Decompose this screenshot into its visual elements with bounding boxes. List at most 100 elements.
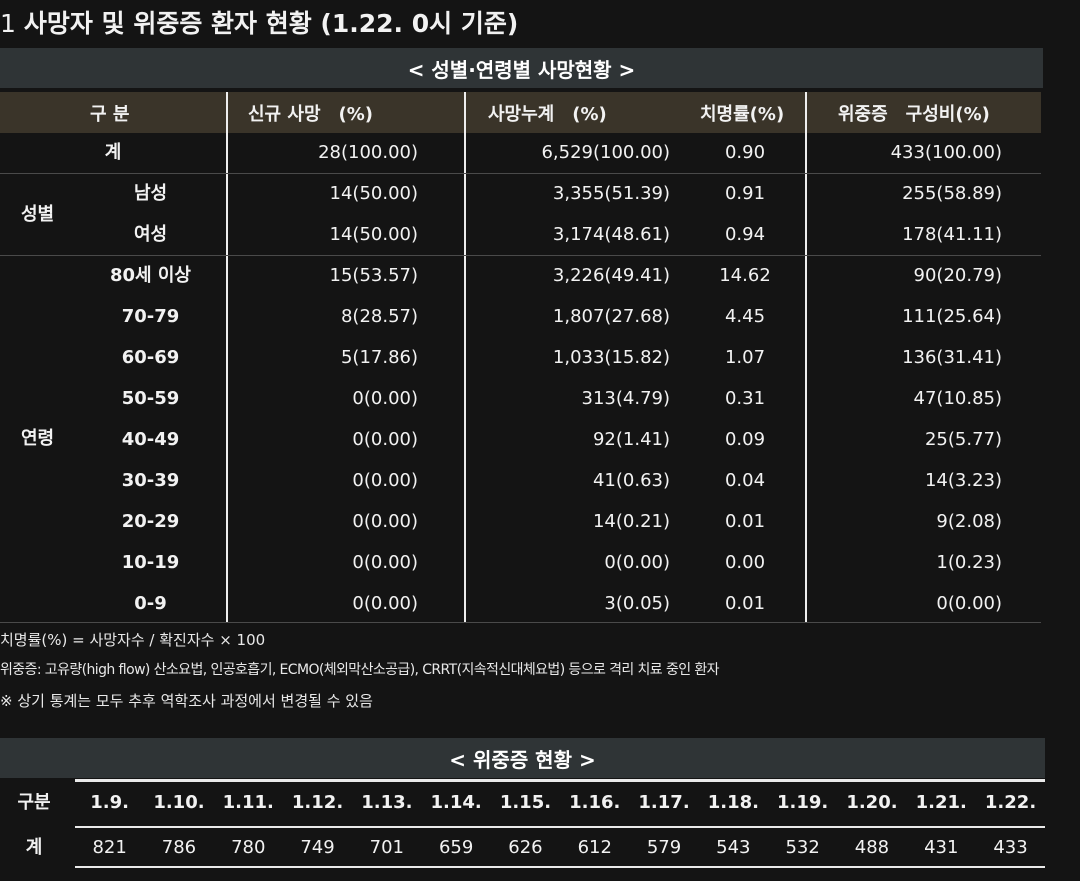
critical-value: 14(3.23) (924, 470, 1002, 491)
new-deaths-value: 14(50.00) (329, 224, 418, 245)
critical-value: 0(0.00) (936, 593, 1002, 614)
new-deaths-value: 5(17.86) (340, 347, 418, 368)
critical-table-banner: < 위중증 현황 > (0, 738, 1045, 778)
header-category: 구 분 (90, 103, 130, 125)
critical-count-value: 433 (993, 837, 1028, 858)
fatality-rate-value: 0.90 (724, 142, 766, 163)
row-label: 여성 (133, 224, 168, 245)
fatality-rate-value: 0.01 (724, 511, 766, 532)
fatality-rate-value: 4.45 (724, 306, 766, 327)
critical-count-value: 488 (854, 837, 890, 858)
critical-value: 255(58.89) (902, 183, 1002, 204)
cumulative-deaths-value: 0(0.00) (604, 552, 670, 573)
critical-date-header: 1.13. (361, 792, 413, 813)
critical-value: 111(25.64) (902, 306, 1002, 327)
note-critical-definition: 위중증: 고유량(high flow) 산소요법, 인공호흡기, ECMO(체외… (0, 662, 720, 678)
row-label: 0-9 (134, 593, 167, 614)
critical-table-top-rule (75, 779, 1045, 782)
new-deaths-value: 15(53.57) (329, 265, 418, 286)
new-deaths-value: 0(0.00) (352, 429, 418, 450)
critical-table-values: 계 821 786 780 749 701 659 626 612 579 543 532 488 43… (0, 828, 1045, 868)
critical-count-value: 532 (785, 837, 820, 858)
cumulative-deaths-value: 313(4.79) (581, 388, 670, 409)
page-title-text: 사망자 및 위중증 환자 현황 (1.22. 0시 기준) (23, 9, 519, 38)
new-deaths-value: 14(50.00) (329, 183, 418, 204)
critical-count-value: 786 (161, 837, 197, 858)
new-deaths-value: 28(100.00) (318, 142, 418, 163)
critical-value: 178(41.11) (902, 224, 1002, 245)
row-label: 10-19 (121, 552, 180, 573)
critical-date-header: 1.22. (984, 792, 1037, 813)
cumulative-deaths-value: 92(1.41) (592, 429, 670, 450)
fatality-rate-value: 1.07 (724, 347, 766, 368)
new-deaths-value: 0(0.00) (352, 593, 418, 614)
header-cumulative: 사망누계 (%) (488, 103, 607, 125)
critical-table-bottom-rule (75, 866, 1045, 868)
critical-date-header: 1.20. (846, 792, 898, 813)
death-table-banner: < 성별·연령별 사망현황 > (0, 48, 1043, 88)
new-deaths-value: 8(28.57) (340, 306, 418, 327)
critical-count-value: 780 (231, 837, 266, 858)
fatality-rate-value: 0.04 (724, 470, 766, 491)
critical-date-header: 1.15. (499, 792, 552, 813)
critical-date-header: 1.12. (291, 792, 344, 813)
column-divider (464, 92, 466, 622)
critical-count-value: 701 (369, 837, 405, 858)
critical-count-value: 749 (300, 837, 335, 858)
critical-date-header: 1.9. (90, 792, 130, 813)
group-label-sex: 성별 (20, 204, 55, 225)
header-fatality: 치명률(%) (700, 103, 785, 125)
row-label: 50-59 (121, 388, 180, 409)
critical-count-value: 821 (92, 837, 127, 858)
critical-date-header: 1.17. (638, 792, 690, 813)
critical-value: 25(5.77) (924, 429, 1002, 450)
critical-count-value: 543 (716, 837, 751, 858)
row-label: 30-39 (121, 470, 180, 491)
fatality-rate-value: 0.01 (724, 593, 766, 614)
fatality-rate-value: 0.91 (724, 183, 766, 204)
new-deaths-value: 0(0.00) (352, 511, 418, 532)
critical-date-header: 1.10. (153, 792, 205, 813)
row-label: 70-79 (121, 306, 180, 327)
cumulative-deaths-value: 3,174(48.61) (552, 224, 670, 245)
critical-count-value: 659 (438, 837, 474, 858)
critical-date-header: 1.14. (430, 792, 482, 813)
cumulative-deaths-value: 3,355(51.39) (552, 183, 670, 204)
cumulative-deaths-value: 1,807(27.68) (552, 306, 670, 327)
new-deaths-value: 0(0.00) (352, 470, 418, 491)
cumulative-deaths-value: 6,529(100.00) (541, 142, 670, 163)
header-new-deaths: 신규 사망 (%) (248, 103, 373, 125)
critical-table-header: 구분 1.9. 1.10. 1.11. 1.12. 1.13. 1.14. 1.15. 1.1… (0, 783, 1045, 823)
group-label-age: 연령 (20, 428, 55, 449)
row-divider (0, 255, 1041, 256)
new-deaths-value: 0(0.00) (352, 552, 418, 573)
critical-count-value: 579 (646, 837, 682, 858)
critical-table-mid-rule (75, 826, 1045, 828)
critical-value: 47(10.85) (913, 388, 1002, 409)
fatality-rate-value: 0.00 (724, 552, 766, 573)
section-number: 1 (0, 9, 16, 38)
critical-date-header: 1.16. (569, 792, 621, 813)
note-fatality: 치명률(%) = 사망자수 / 확진자수 × 100 (0, 631, 266, 649)
fatality-rate-value: 14.62 (719, 265, 771, 286)
fatality-rate-value: 0.09 (724, 429, 766, 450)
note-disclaimer: ※ 상기 통계는 모두 추후 역학조사 과정에서 변경될 수 있음 (0, 692, 373, 710)
critical-value: 1(0.23) (936, 552, 1002, 573)
row-divider (0, 622, 1041, 623)
death-table-header: 구 분 신규 사망 (%) 사망누계 (%) 치명률(%) 위중증 구성비(%) (0, 92, 1041, 133)
row-label: 20-29 (121, 511, 180, 532)
critical-count-value: 612 (577, 837, 612, 858)
header-critical: 위중증 구성비(%) (838, 103, 990, 125)
critical-value: 90(20.79) (913, 265, 1002, 286)
critical-value: 9(2.08) (936, 511, 1002, 532)
critical-count-value: 431 (924, 837, 959, 858)
page-title: 1 사망자 및 위중증 환자 현황 (1.22. 0시 기준) (0, 6, 518, 42)
critical-date-header: 1.19. (777, 792, 829, 813)
critical-value: 136(31.41) (902, 347, 1002, 368)
critical-date-header: 1.11. (222, 792, 274, 813)
cumulative-deaths-value: 14(0.21) (592, 511, 670, 532)
cumulative-deaths-value: 41(0.63) (592, 470, 670, 491)
new-deaths-value: 0(0.00) (352, 388, 418, 409)
fatality-rate-value: 0.31 (724, 388, 766, 409)
critical-row-label: 계 (25, 837, 43, 858)
